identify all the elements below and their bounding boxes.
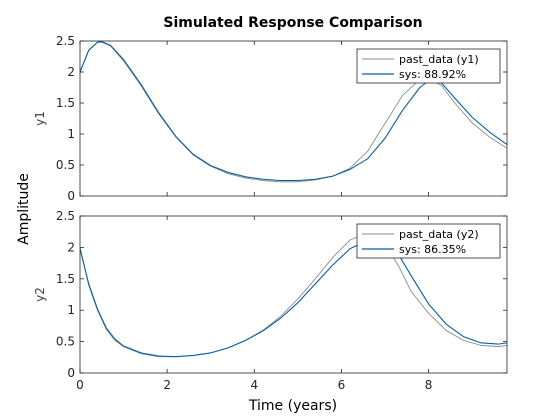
figure-xlabel: Time (years)	[248, 398, 337, 414]
subplot-y1: 0 0.5 1 1.5 2 2.5 y1 past_data (y1) sys: 88.92%	[33, 34, 508, 203]
legend-label: past_data (y1)	[399, 53, 479, 66]
legend-label: sys: 88.92%	[399, 68, 466, 81]
subplot-y2: 0 0.5 1 1.5 2 2.5 0 2 4 6 8 y2 past_data (y2) sys: 86…	[33, 209, 508, 392]
legend-box	[356, 48, 501, 84]
legend-label: sys: 86.35%	[399, 243, 466, 256]
y-tick-label: 2.5	[56, 34, 75, 48]
series-line-measured	[80, 234, 507, 358]
series-line-model	[80, 239, 507, 358]
x-tick-label: 6	[338, 378, 346, 392]
axes-box	[79, 40, 508, 197]
y-tick-label: 1	[67, 127, 75, 141]
legend-box	[356, 223, 501, 259]
x-tick-label: 2	[163, 378, 171, 392]
axes-box	[79, 215, 508, 374]
y-tick-label: 0	[67, 189, 75, 203]
y-tick-label: 0	[67, 366, 75, 380]
figure-title: Simulated Response Comparison	[163, 15, 422, 31]
x-tick-label: 0	[76, 378, 84, 392]
y-tick-label: 2.5	[56, 209, 75, 223]
y-tick-label: 0.5	[56, 158, 75, 172]
y-tick-label: 2	[67, 65, 75, 79]
y-tick-label: 1.5	[56, 272, 75, 286]
x-tick-label: 8	[425, 378, 433, 392]
x-tick-label: 4	[250, 378, 258, 392]
y-tick-label: 1	[67, 303, 75, 317]
y-tick-label: 0.5	[56, 335, 75, 349]
subplot-ylabel: y2	[33, 287, 47, 302]
y-tick-label: 2	[67, 240, 75, 254]
subplot-ylabel: y1	[33, 111, 47, 126]
figure-ylabel: Amplitude	[16, 173, 32, 245]
y-tick-label: 1.5	[56, 96, 75, 110]
legend-label: past_data (y2)	[399, 228, 479, 241]
